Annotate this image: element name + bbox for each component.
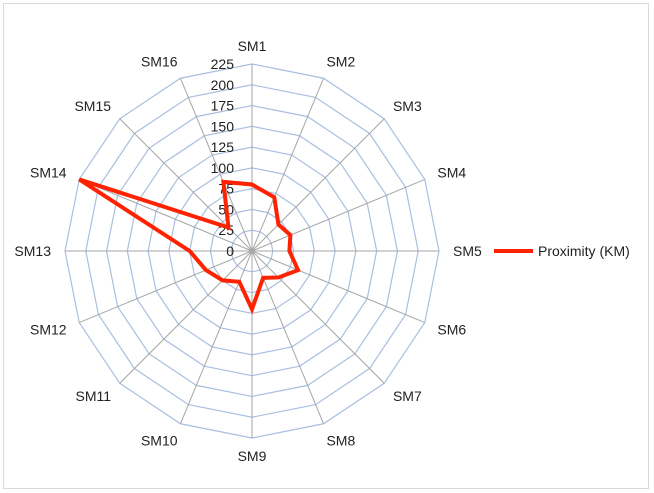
chart-area: [3, 3, 649, 489]
spoke-sm6: [251, 250, 425, 324]
legend: Proximity (KM): [494, 243, 630, 259]
spoke-sm4: [251, 178, 425, 252]
tick-label-100: 100: [211, 160, 235, 176]
tick-label-200: 200: [211, 77, 235, 93]
tick-label-225: 225: [211, 56, 235, 72]
category-label-sm8: SM8: [326, 432, 355, 448]
series-line-proximity: [78, 177, 301, 315]
category-label-sm4: SM4: [437, 165, 466, 181]
category-label-sm14: SM14: [30, 165, 67, 181]
category-label-sm16: SM16: [141, 54, 178, 70]
category-label-sm9: SM9: [238, 448, 267, 464]
spoke-sm7: [251, 250, 385, 384]
spoke-sm16: [179, 78, 253, 252]
tick-label-0: 0: [226, 243, 234, 259]
category-label-sm15: SM15: [74, 98, 111, 114]
category-label-sm6: SM6: [437, 321, 466, 337]
category-label-sm13: SM13: [14, 243, 51, 259]
category-label-sm11: SM11: [75, 388, 111, 404]
legend-label: Proximity (KM): [538, 243, 630, 259]
spoke-sm14: [79, 178, 253, 252]
category-label-sm10: SM10: [141, 432, 178, 448]
spoke-sm11: [119, 250, 253, 384]
category-labels: SM1 SM2 SM3 SM4 SM5 SM6 SM7 SM8 SM9 SM10 SM11 SM12 S…: [14, 38, 482, 464]
spoke-sm12: [79, 250, 253, 324]
tick-label-125: 125: [211, 139, 235, 155]
category-label-sm1: SM1: [238, 38, 267, 54]
series-lines: [78, 177, 301, 315]
category-label-sm12: SM12: [30, 321, 67, 337]
category-label-sm5: SM5: [453, 243, 482, 259]
category-label-sm2: SM2: [326, 54, 355, 70]
spoke-sm3: [251, 118, 385, 252]
tick-label-150: 150: [211, 118, 235, 134]
spokes: [65, 64, 439, 438]
category-label-sm3: SM3: [393, 98, 422, 114]
category-label-sm7: SM7: [393, 388, 422, 404]
spoke-sm2: [251, 78, 325, 252]
tick-label-175: 175: [211, 98, 235, 114]
